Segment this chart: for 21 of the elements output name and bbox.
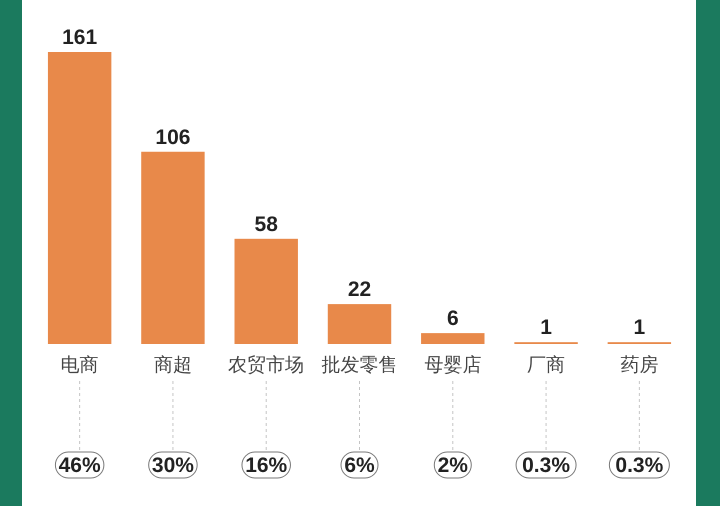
data-label: 6 bbox=[446, 307, 459, 330]
annotation: 2% bbox=[434, 452, 472, 478]
x-tick-label: 批发零售 bbox=[322, 355, 398, 376]
x-tick-label: 厂商 bbox=[527, 354, 566, 376]
data-label: 1 bbox=[634, 316, 646, 340]
annotation: 16% bbox=[241, 452, 291, 478]
data-label: 58 bbox=[254, 212, 278, 236]
annotation: 0.3% bbox=[608, 452, 670, 478]
annotation: 0.3% bbox=[516, 452, 577, 478]
data-label: 22 bbox=[348, 278, 372, 302]
x-tick-label: 药房 bbox=[620, 354, 658, 376]
data-label: 161 bbox=[62, 26, 98, 49]
annotation: 30% bbox=[148, 452, 198, 478]
annotation: 6% bbox=[340, 452, 378, 478]
data-label: 106 bbox=[155, 126, 190, 149]
x-tick-label: 农贸市场 bbox=[228, 354, 304, 376]
annotation: 46% bbox=[54, 452, 104, 478]
data-label: 1 bbox=[540, 316, 552, 340]
x-tick-label: 电商 bbox=[60, 354, 99, 376]
x-tick-label: 商超 bbox=[154, 354, 192, 376]
x-tick-label: 母婴店 bbox=[424, 354, 482, 376]
